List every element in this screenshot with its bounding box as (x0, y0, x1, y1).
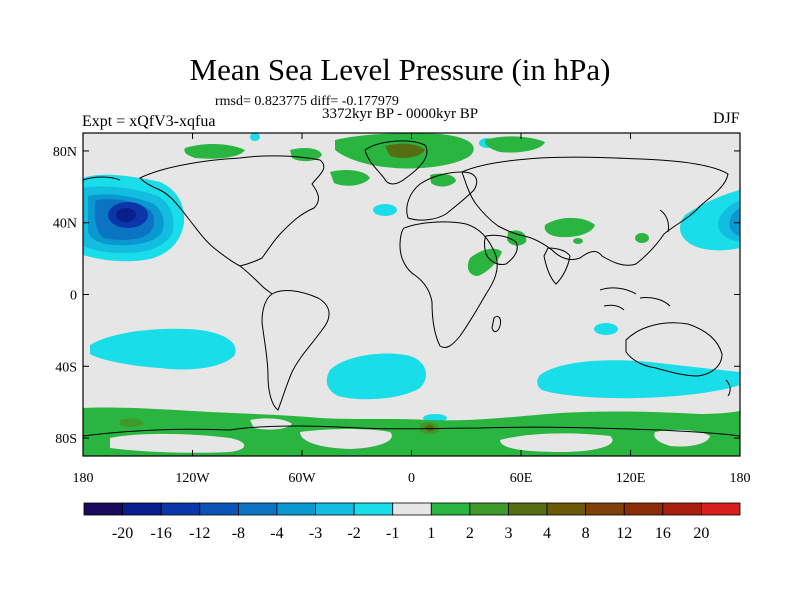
lat-tick-label: 40N (53, 217, 77, 232)
colorbar-label: 1 (427, 525, 435, 542)
positive-anomaly-region (385, 143, 425, 158)
colorbar-swatch (276, 502, 316, 516)
lat-tick-label: 40S (55, 360, 77, 375)
colorbar-swatch (585, 502, 625, 516)
colorbar-swatch (122, 502, 162, 516)
negative-anomaly-region (90, 328, 236, 370)
colorbar-swatch (392, 502, 432, 516)
anomaly-fields (83, 133, 740, 456)
lat-tick-label: 0 (70, 289, 77, 304)
neutral-gap-region (500, 433, 613, 452)
lon-tick-label: 60E (510, 471, 533, 486)
lon-tick-label: 180 (73, 471, 94, 486)
colorbar-label: -2 (347, 525, 360, 542)
lat-tick-label: 80S (55, 432, 77, 447)
negative-anomaly-region (250, 133, 260, 141)
colorbar-swatch (160, 502, 201, 516)
positive-anomaly-region (573, 238, 583, 244)
lon-tick-label: 120E (616, 471, 646, 486)
colorbar-swatch (662, 502, 702, 516)
positive-anomaly-region (184, 144, 245, 159)
negative-anomaly-region (116, 208, 136, 222)
positive-anomaly-region (120, 418, 144, 428)
neutral-gap-region (110, 433, 245, 453)
neutral-gap-region (300, 429, 392, 449)
colorbar-swatch (508, 502, 548, 516)
colorbar-swatch (701, 502, 741, 516)
negative-anomaly-region (594, 323, 618, 335)
colorbar-swatch (83, 502, 123, 516)
colorbar-label: -16 (151, 525, 172, 542)
colorbar-label: -4 (270, 525, 283, 542)
experiment-label: Expt = xQfV3-xqfua (82, 113, 216, 130)
map-background (83, 133, 740, 456)
colorbar-swatch (237, 502, 278, 516)
positive-anomaly-region (330, 170, 370, 186)
coastlines (83, 140, 740, 437)
colorbar-label: 3 (504, 525, 512, 542)
colorbar-label: -12 (189, 525, 210, 542)
map-title: Mean Sea Level Pressure (in hPa) (189, 52, 611, 87)
neutral-gap-region (654, 429, 710, 447)
season-label: DJF (713, 110, 740, 127)
negative-anomaly-region (326, 353, 426, 400)
positive-anomaly-region (635, 233, 649, 243)
latitude-axis: 80N 40N 0 40S 80S (53, 145, 740, 447)
lon-tick-label: 60W (288, 471, 316, 486)
positive-anomaly-region (544, 217, 595, 238)
colorbar-swatch (199, 502, 239, 516)
colorbar-label: -1 (386, 525, 399, 542)
colorbar-label: 2 (466, 525, 474, 542)
longitude-axis: 180 120W 60W 0 60E 120E 180 (73, 133, 751, 486)
colorbar-label: -8 (232, 525, 245, 542)
colorbar-label: 4 (543, 525, 551, 542)
colorbar-label: -20 (112, 525, 133, 542)
positive-anomaly-region (467, 248, 502, 276)
positive-anomaly-region (290, 147, 322, 162)
negative-anomaly-region (373, 204, 397, 216)
lat-tick-label: 80N (53, 145, 77, 160)
negative-anomaly-region (537, 360, 740, 399)
colorbar-label: 12 (616, 525, 632, 542)
lon-tick-label: 0 (408, 471, 415, 486)
lon-tick-label: 180 (730, 471, 751, 486)
negative-anomaly-region (729, 208, 740, 236)
colorbar-label: 16 (655, 525, 671, 542)
colorbar-label: 8 (582, 525, 590, 542)
colorbar-swatch (546, 502, 587, 516)
colorbar-label: -3 (309, 525, 322, 542)
positive-anomaly-region (484, 136, 545, 153)
colorbar-swatch (469, 502, 509, 516)
positive-anomaly-region (507, 230, 527, 246)
colorbar-swatch (430, 502, 471, 516)
stats-line: rmsd= 0.823775 diff= -0.177979 (215, 94, 399, 109)
colorbar-swatch (353, 502, 394, 516)
colorbar-swatch (623, 502, 664, 516)
colorbar: -20 -16 -12 -8 -4 -3 -2 -1 1 2 3 4 8 12 16 20 (83, 502, 741, 542)
colorbar-label: 20 (693, 525, 709, 542)
lon-tick-label: 120W (175, 471, 210, 486)
positive-anomaly-region (430, 173, 456, 187)
colorbar-swatch (315, 502, 355, 516)
period-label: 3372kyr BP - 0000kyr BP (322, 106, 479, 122)
